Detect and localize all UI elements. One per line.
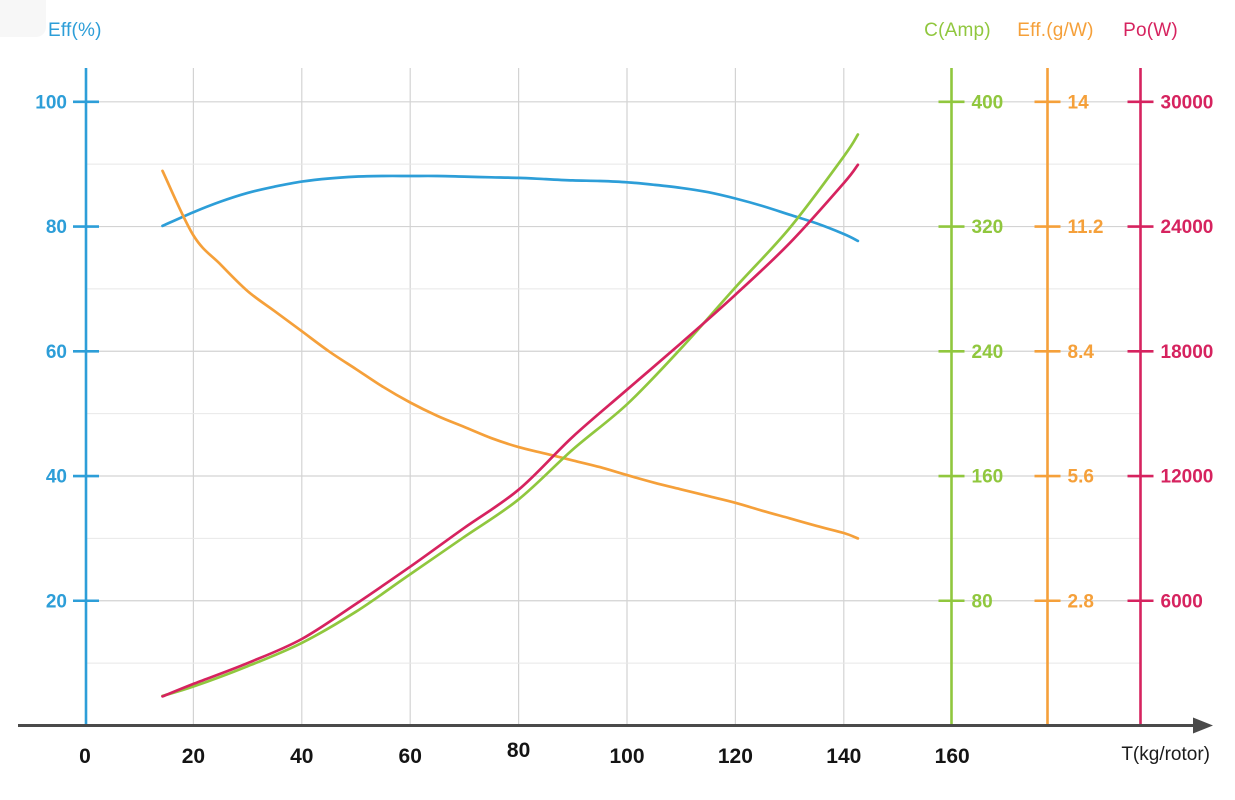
y-tick-label-po: 18000 [1161,342,1214,363]
y-axis-label-eff-gw: Eff.(g/W) [1017,20,1094,41]
curve-po [161,163,860,698]
curve-eff [161,174,860,243]
x-tick-label: 160 [935,745,970,768]
y-tick-label-eff: 20 [46,591,67,612]
curve-effgw [161,169,860,540]
y-tick-label-effgw: 11.2 [1068,217,1104,238]
x-tick-label: 40 [290,745,313,768]
y-axis-label-c-amp: C(Amp) [924,20,991,41]
y-tick-label-c: 320 [972,217,1004,238]
y-tick-label-po: 6000 [1161,591,1203,612]
x-tick-label: 140 [826,745,861,768]
y-tick-label-effgw: 5.6 [1068,467,1094,488]
y-tick-label-po: 30000 [1161,92,1214,113]
y-axis-label-po-w: Po(W) [1123,20,1178,41]
y-tick-label-effgw: 8.4 [1068,342,1095,363]
y-tick-label-eff: 60 [46,342,67,363]
y-tick-label-eff: 100 [35,92,67,113]
y-tick-label-po: 12000 [1161,467,1214,488]
y-axis-label-eff-pct: Eff(%) [48,20,102,41]
y-tick-label-effgw: 14 [1068,92,1090,113]
y-tick-label-eff: 80 [46,217,67,238]
x-tick-label: 60 [399,745,422,768]
y-tick-label-effgw: 2.8 [1068,591,1094,612]
x-tick-label: 0 [79,745,91,768]
y-tick-label-c: 240 [972,342,1004,363]
y-tick-label-po: 24000 [1161,217,1214,238]
x-tick-label: 20 [182,745,205,768]
x-tick-label: 100 [609,745,644,768]
corner-artifact [0,0,46,37]
x-axis-arrow [1193,717,1213,734]
y-tick-label-c: 400 [972,92,1004,113]
curve-c [161,133,860,698]
y-tick-label-c: 80 [972,591,993,612]
x-tick-label: 80 [507,739,530,762]
y-tick-label-eff: 40 [46,467,67,488]
x-axis-label: T(kg/rotor) [1121,744,1210,765]
y-tick-label-c: 160 [972,467,1004,488]
x-tick-label: 120 [718,745,753,768]
